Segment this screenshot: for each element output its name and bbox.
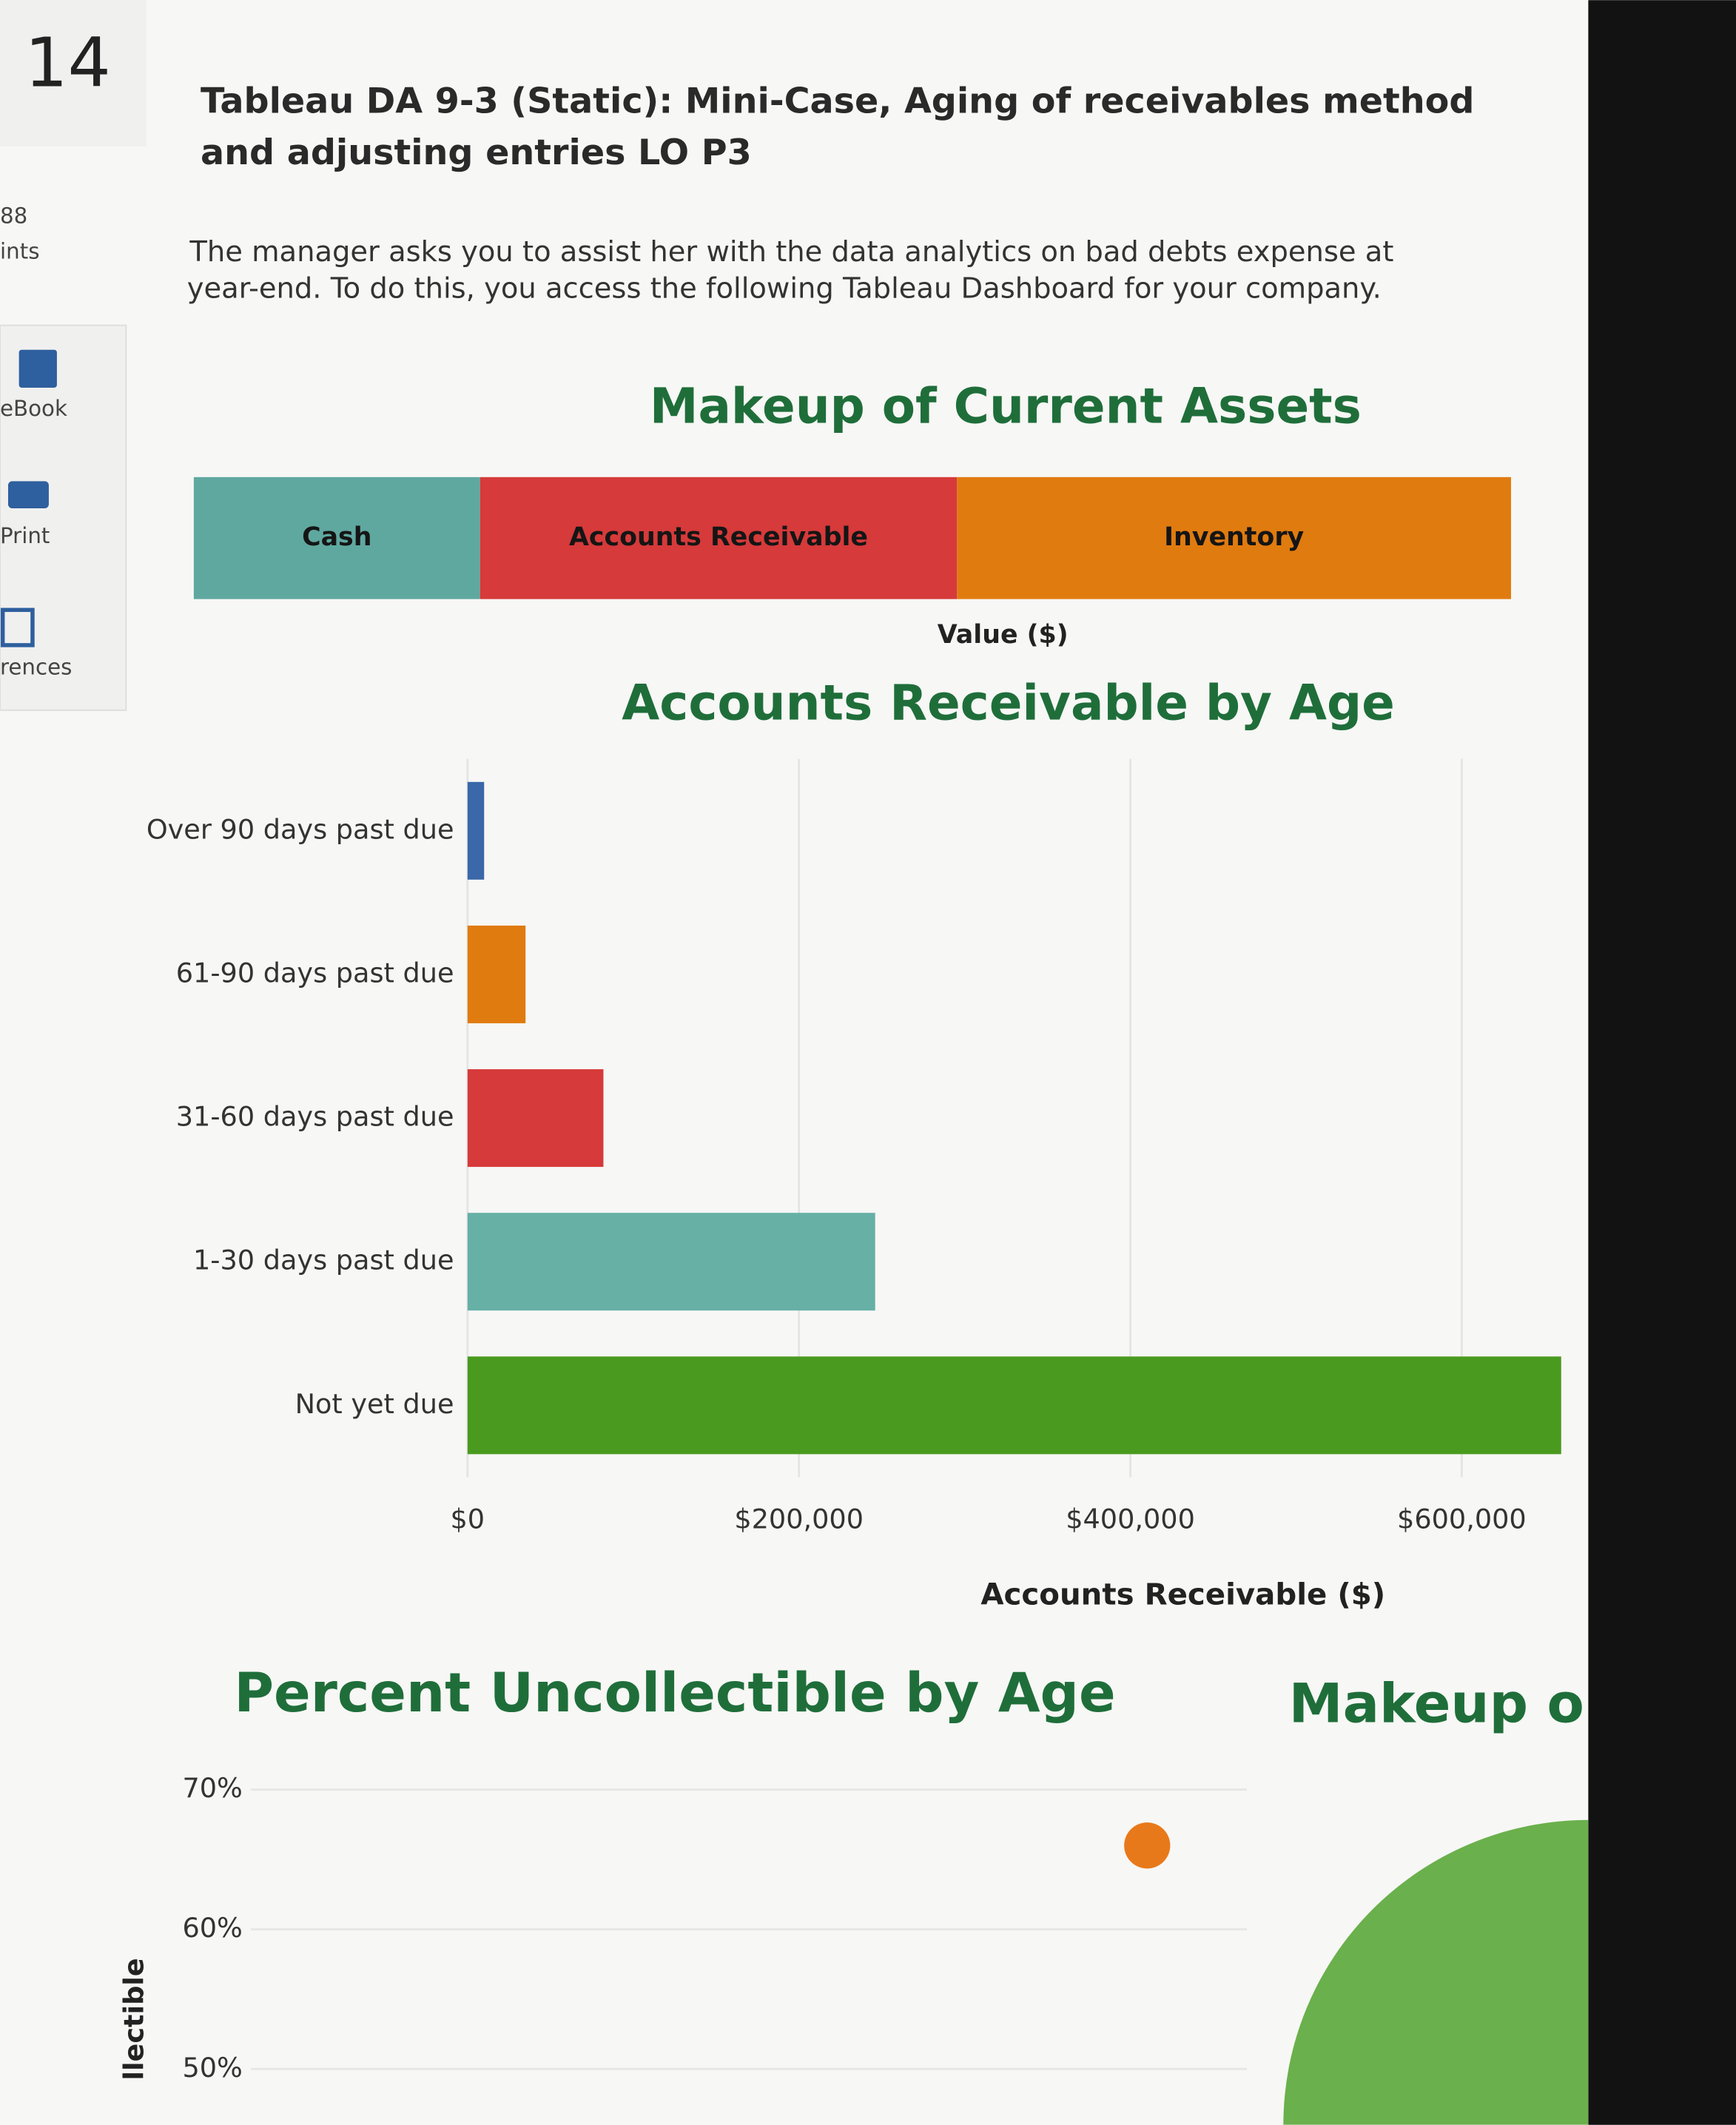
stacked-segment	[957, 476, 1511, 599]
points-value: 88	[0, 203, 27, 229]
question-number: 14	[24, 24, 111, 103]
bar	[467, 1069, 604, 1168]
question-text: year-end. To do this, you access the fol…	[187, 272, 1382, 306]
x-tick-label: $600,000	[1397, 1503, 1527, 1535]
y-tick-label: 1-30 days past due	[193, 1245, 454, 1276]
chart-title: Percent Uncollectible by Age	[234, 1662, 1115, 1725]
bar	[467, 1356, 1561, 1455]
question-text: The manager asks you to assist her with …	[189, 235, 1393, 269]
x-tick-label: $400,000	[1066, 1503, 1195, 1535]
x-tick-label: $200,000	[734, 1503, 864, 1535]
points-label: ints	[0, 238, 39, 263]
segment-label: Inventory	[1164, 522, 1304, 552]
x-axis-label: Value ($)	[938, 620, 1069, 650]
question-title: and adjusting entries LO P3	[201, 132, 752, 173]
tool-ebook[interactable]: eBook	[0, 396, 67, 421]
x-tick-label: $0	[451, 1503, 485, 1535]
tool-panel	[0, 324, 127, 711]
y-tick-label: Not yet due	[295, 1388, 454, 1420]
device-edge	[1588, 0, 1736, 2125]
y-tick-label: Over 90 days past due	[147, 813, 454, 845]
y-tick-label: 50%	[182, 2052, 242, 2084]
bar	[467, 781, 485, 880]
ebook-icon[interactable]	[18, 349, 57, 388]
segment-label: Cash	[302, 522, 371, 552]
print-icon[interactable]	[7, 481, 49, 508]
y-tick-label: 31-60 days past due	[176, 1101, 454, 1133]
bar	[467, 925, 526, 1023]
stacked-segment	[480, 476, 958, 599]
tool-print[interactable]: Print	[0, 523, 50, 548]
y-tick-label: 70%	[182, 1772, 242, 1804]
chart-title: Makeup o	[1289, 1673, 1584, 1736]
y-tick-label: 60%	[182, 1912, 242, 1944]
y-axis-label: llectible	[118, 1958, 150, 2080]
pie-slice	[1283, 1819, 1589, 2125]
chart-title: Accounts Receivable by Age	[622, 674, 1395, 731]
tool-references[interactable]: rences	[0, 655, 72, 680]
segment-label: Accounts Receivable	[569, 522, 868, 552]
x-axis-label: Accounts Receivable ($)	[980, 1577, 1385, 1612]
references-icon[interactable]	[0, 607, 35, 647]
stacked-segment	[193, 476, 480, 599]
bar	[467, 1213, 875, 1311]
chart-title: Makeup of Current Assets	[650, 377, 1362, 434]
dot	[1124, 1822, 1171, 1869]
y-tick-label: 61-90 days past due	[176, 957, 454, 989]
question-number-box	[0, 0, 147, 147]
dashboard: Makeup of Current Assets Cash Accounts Rec…	[118, 377, 1589, 2125]
question-title: Tableau DA 9-3 (Static): Mini-Case, Agin…	[201, 81, 1474, 121]
